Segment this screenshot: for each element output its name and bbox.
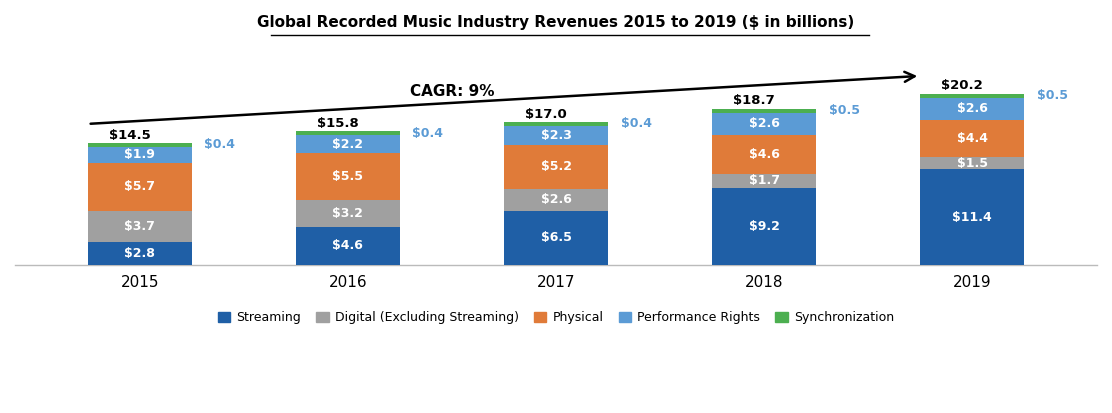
Text: $4.6: $4.6 [748, 148, 780, 161]
Text: $0.4: $0.4 [620, 117, 652, 131]
Text: $0.5: $0.5 [1036, 89, 1068, 102]
Text: $3.2: $3.2 [332, 206, 364, 220]
Bar [504, 189, 608, 211]
Bar [712, 173, 816, 188]
Text: $11.4: $11.4 [952, 211, 992, 224]
Bar [712, 109, 816, 113]
Bar [504, 211, 608, 265]
Text: $3.7: $3.7 [125, 220, 156, 233]
Bar [88, 147, 192, 163]
Text: $1.9: $1.9 [125, 148, 156, 161]
Text: $9.2: $9.2 [748, 220, 780, 233]
Bar [712, 188, 816, 265]
Bar [296, 153, 400, 199]
Bar [504, 145, 608, 189]
Bar [88, 143, 192, 147]
Bar [296, 227, 400, 265]
Text: $5.5: $5.5 [332, 170, 364, 183]
Text: CAGR: 9%: CAGR: 9% [409, 84, 494, 99]
Text: $17.0: $17.0 [525, 107, 566, 121]
Text: $6.5: $6.5 [540, 231, 572, 244]
Bar [88, 242, 192, 265]
Text: $4.4: $4.4 [956, 132, 987, 145]
Text: $2.2: $2.2 [332, 138, 364, 151]
Text: $20.2: $20.2 [941, 79, 983, 92]
Text: $2.3: $2.3 [540, 129, 572, 142]
Bar [920, 157, 1024, 169]
Bar [920, 169, 1024, 265]
Text: $0.4: $0.4 [205, 138, 236, 152]
Bar [920, 98, 1024, 120]
Text: $0.4: $0.4 [413, 127, 444, 140]
Text: $1.7: $1.7 [748, 174, 780, 187]
Bar [296, 199, 400, 227]
Text: $18.7: $18.7 [733, 94, 775, 107]
Bar [504, 126, 608, 145]
Text: $2.6: $2.6 [540, 193, 572, 206]
Bar [920, 120, 1024, 157]
Bar [504, 122, 608, 126]
Text: $2.8: $2.8 [125, 247, 156, 260]
Text: $4.6: $4.6 [332, 240, 364, 252]
Bar [712, 113, 816, 135]
Bar [88, 211, 192, 242]
Text: $5.7: $5.7 [125, 180, 156, 193]
Text: $0.5: $0.5 [828, 104, 860, 117]
Text: $15.8: $15.8 [317, 117, 358, 130]
Text: $5.2: $5.2 [540, 160, 572, 173]
Text: $2.6: $2.6 [956, 102, 987, 115]
Bar [296, 131, 400, 135]
Bar [296, 135, 400, 153]
Legend: Streaming, Digital (Excluding Streaming), Physical, Performance Rights, Synchron: Streaming, Digital (Excluding Streaming)… [212, 306, 900, 329]
Text: $2.6: $2.6 [748, 117, 780, 131]
Bar [88, 163, 192, 211]
Text: $1.5: $1.5 [956, 157, 987, 169]
Title: Global Recorded Music Industry Revenues 2015 to 2019 ($ in billions): Global Recorded Music Industry Revenues … [257, 15, 855, 30]
Text: $14.5: $14.5 [109, 128, 150, 142]
Bar [712, 135, 816, 173]
Bar [920, 94, 1024, 98]
